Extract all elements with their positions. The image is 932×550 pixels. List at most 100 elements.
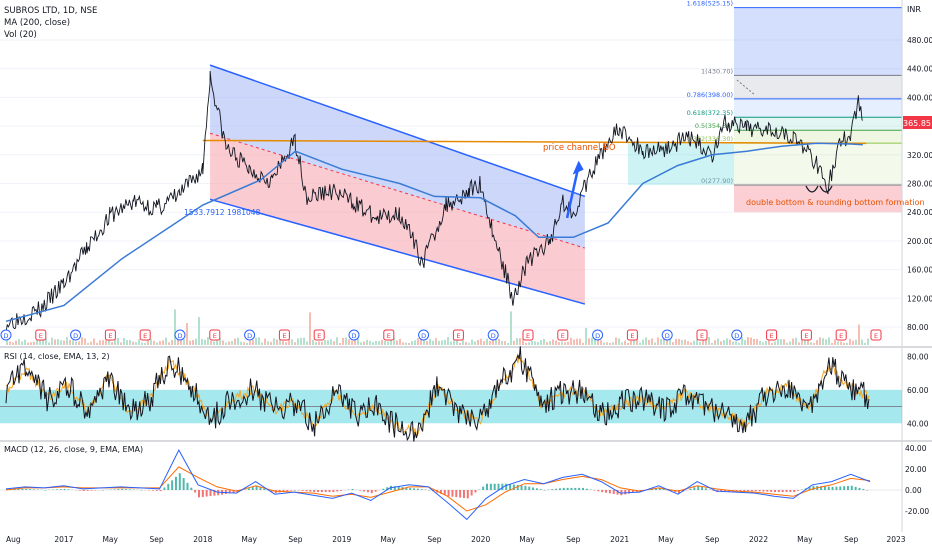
volume-bar — [474, 341, 476, 345]
event-marker-dividend[interactable]: D — [592, 329, 604, 341]
fib-zone-1 — [734, 75, 902, 99]
event-marker-earnings[interactable]: E — [35, 329, 47, 341]
event-marker-earnings[interactable]: E — [104, 329, 116, 341]
event-marker-dividend[interactable]: D — [661, 329, 673, 341]
volume-bar — [600, 340, 602, 345]
event-marker-earnings[interactable]: E — [278, 329, 290, 341]
volume-bar — [597, 337, 599, 345]
event-marker-earnings[interactable]: E — [557, 329, 569, 341]
event-marker-dividend[interactable]: D — [0, 329, 12, 341]
macd-histogram-bar — [601, 490, 604, 493]
volume-bar — [492, 339, 494, 345]
event-marker-label: E — [213, 332, 217, 340]
macd-histogram-bar — [313, 490, 316, 493]
macd-histogram-bar — [351, 488, 354, 490]
time-tick-label: 2018 — [193, 535, 212, 544]
macd-histogram-bar — [125, 489, 128, 490]
event-marker-dividend[interactable]: D — [244, 329, 256, 341]
volume-bar — [477, 340, 479, 345]
volume-bar — [810, 342, 812, 345]
event-marker-earnings[interactable]: E — [452, 329, 464, 341]
macd-histogram-bar — [712, 490, 715, 491]
event-marker-dividend[interactable]: D — [487, 329, 499, 341]
event-marker-earnings[interactable]: E — [766, 329, 778, 341]
volume-bar — [201, 338, 203, 345]
macd-histogram-bar — [228, 490, 231, 494]
event-marker-earnings[interactable]: E — [800, 329, 812, 341]
macd-histogram-bar — [585, 488, 588, 490]
macd-histogram-bar — [797, 490, 800, 491]
event-marker-earnings[interactable]: E — [626, 329, 638, 341]
macd-histogram-bar — [516, 484, 519, 490]
volume-bar — [351, 340, 353, 345]
macd-histogram-bar — [605, 490, 608, 493]
volume-bar — [714, 340, 716, 345]
volume-bar — [639, 342, 641, 345]
macd-histogram-bar — [781, 490, 784, 493]
volume-bar — [420, 338, 422, 345]
price-tick-label: 80.00 — [907, 323, 929, 332]
earnings-icon — [835, 329, 847, 341]
volume-bar — [456, 337, 458, 345]
macd-histogram-bar — [831, 486, 834, 490]
macd-histogram-bar — [793, 490, 796, 493]
event-marker-earnings[interactable]: E — [522, 329, 534, 341]
event-marker-label: E — [770, 332, 774, 340]
volume-bar — [297, 338, 299, 345]
volume-bar — [120, 342, 122, 345]
volume-bar — [738, 342, 740, 345]
macd-tick-label: -20.00 — [905, 507, 929, 516]
macd-histogram-bar — [332, 490, 335, 493]
macd-histogram-bar — [750, 490, 753, 492]
event-marker-dividend[interactable]: D — [348, 329, 360, 341]
fibonacci-retracement[interactable]: 1.618(525.15) 1(430.70) 0.786(398.00) 0.618… — [628, 0, 902, 213]
volume-bar — [741, 337, 743, 345]
event-marker-label: E — [526, 332, 530, 340]
volume-bar — [402, 342, 404, 345]
rsi-legend[interactable]: RSI (14, close, EMA, 13, 2) — [4, 352, 110, 361]
event-marker-earnings[interactable]: E — [139, 329, 151, 341]
volume-bar — [867, 338, 869, 345]
volume-bar — [366, 339, 368, 345]
event-marker-earnings[interactable]: E — [209, 329, 221, 341]
event-marker-earnings[interactable]: E — [383, 329, 395, 341]
macd-histogram-bar — [205, 490, 208, 497]
event-marker-earnings[interactable]: E — [870, 329, 882, 341]
volume-bar — [129, 340, 131, 345]
volume-bar — [150, 338, 152, 345]
ma-legend[interactable]: MA (200, close) — [4, 18, 70, 28]
volume-bar — [105, 340, 107, 345]
event-marker-dividend[interactable]: D — [174, 329, 186, 341]
event-marker-earnings[interactable]: E — [696, 329, 708, 341]
resistance-line[interactable] — [202, 139, 867, 145]
volume-bar — [780, 339, 782, 345]
macd-legend[interactable]: MACD (12, 26, close, 9, EMA, EMA) — [4, 445, 143, 454]
event-marker-earnings[interactable]: E — [313, 329, 325, 341]
price-tick-label: 240.00 — [907, 208, 932, 217]
time-axis[interactable]: Aug 2017 May Sep 2018 May Sep 2019 May Sep 2020 May… — [6, 535, 906, 544]
event-marker-earnings[interactable]: E — [835, 329, 847, 341]
event-marker-dividend[interactable]: D — [70, 329, 82, 341]
volume-bar — [843, 342, 845, 345]
volume-bar — [369, 340, 371, 345]
vol-legend[interactable]: Vol (20) — [4, 30, 37, 40]
volume-bar — [678, 338, 680, 345]
time-tick-label: Sep — [288, 535, 302, 544]
price-tick-label: 320.00 — [907, 151, 932, 160]
event-marker-dividend[interactable]: D — [731, 329, 743, 341]
macd-histogram-bar — [466, 490, 469, 499]
price-axis[interactable]: 80.00 120.00 160.00 200.00 240.00 280.00 320.0… — [907, 36, 932, 332]
macd-histogram-bar — [631, 490, 634, 493]
macd-histogram-bar — [263, 488, 266, 490]
macd-tick-label: 40.00 — [905, 444, 927, 453]
volume-bar — [429, 338, 431, 345]
symbol-title[interactable]: SUBROS LTD, 1D, NSE — [4, 6, 97, 16]
volume-bar — [318, 341, 320, 345]
event-marker-dividend[interactable]: D — [418, 329, 430, 341]
price-channel[interactable] — [209, 64, 586, 305]
double-bottom-arc-2 — [819, 185, 833, 193]
macd-histogram-bar — [612, 490, 615, 494]
volume-bar — [333, 341, 335, 345]
